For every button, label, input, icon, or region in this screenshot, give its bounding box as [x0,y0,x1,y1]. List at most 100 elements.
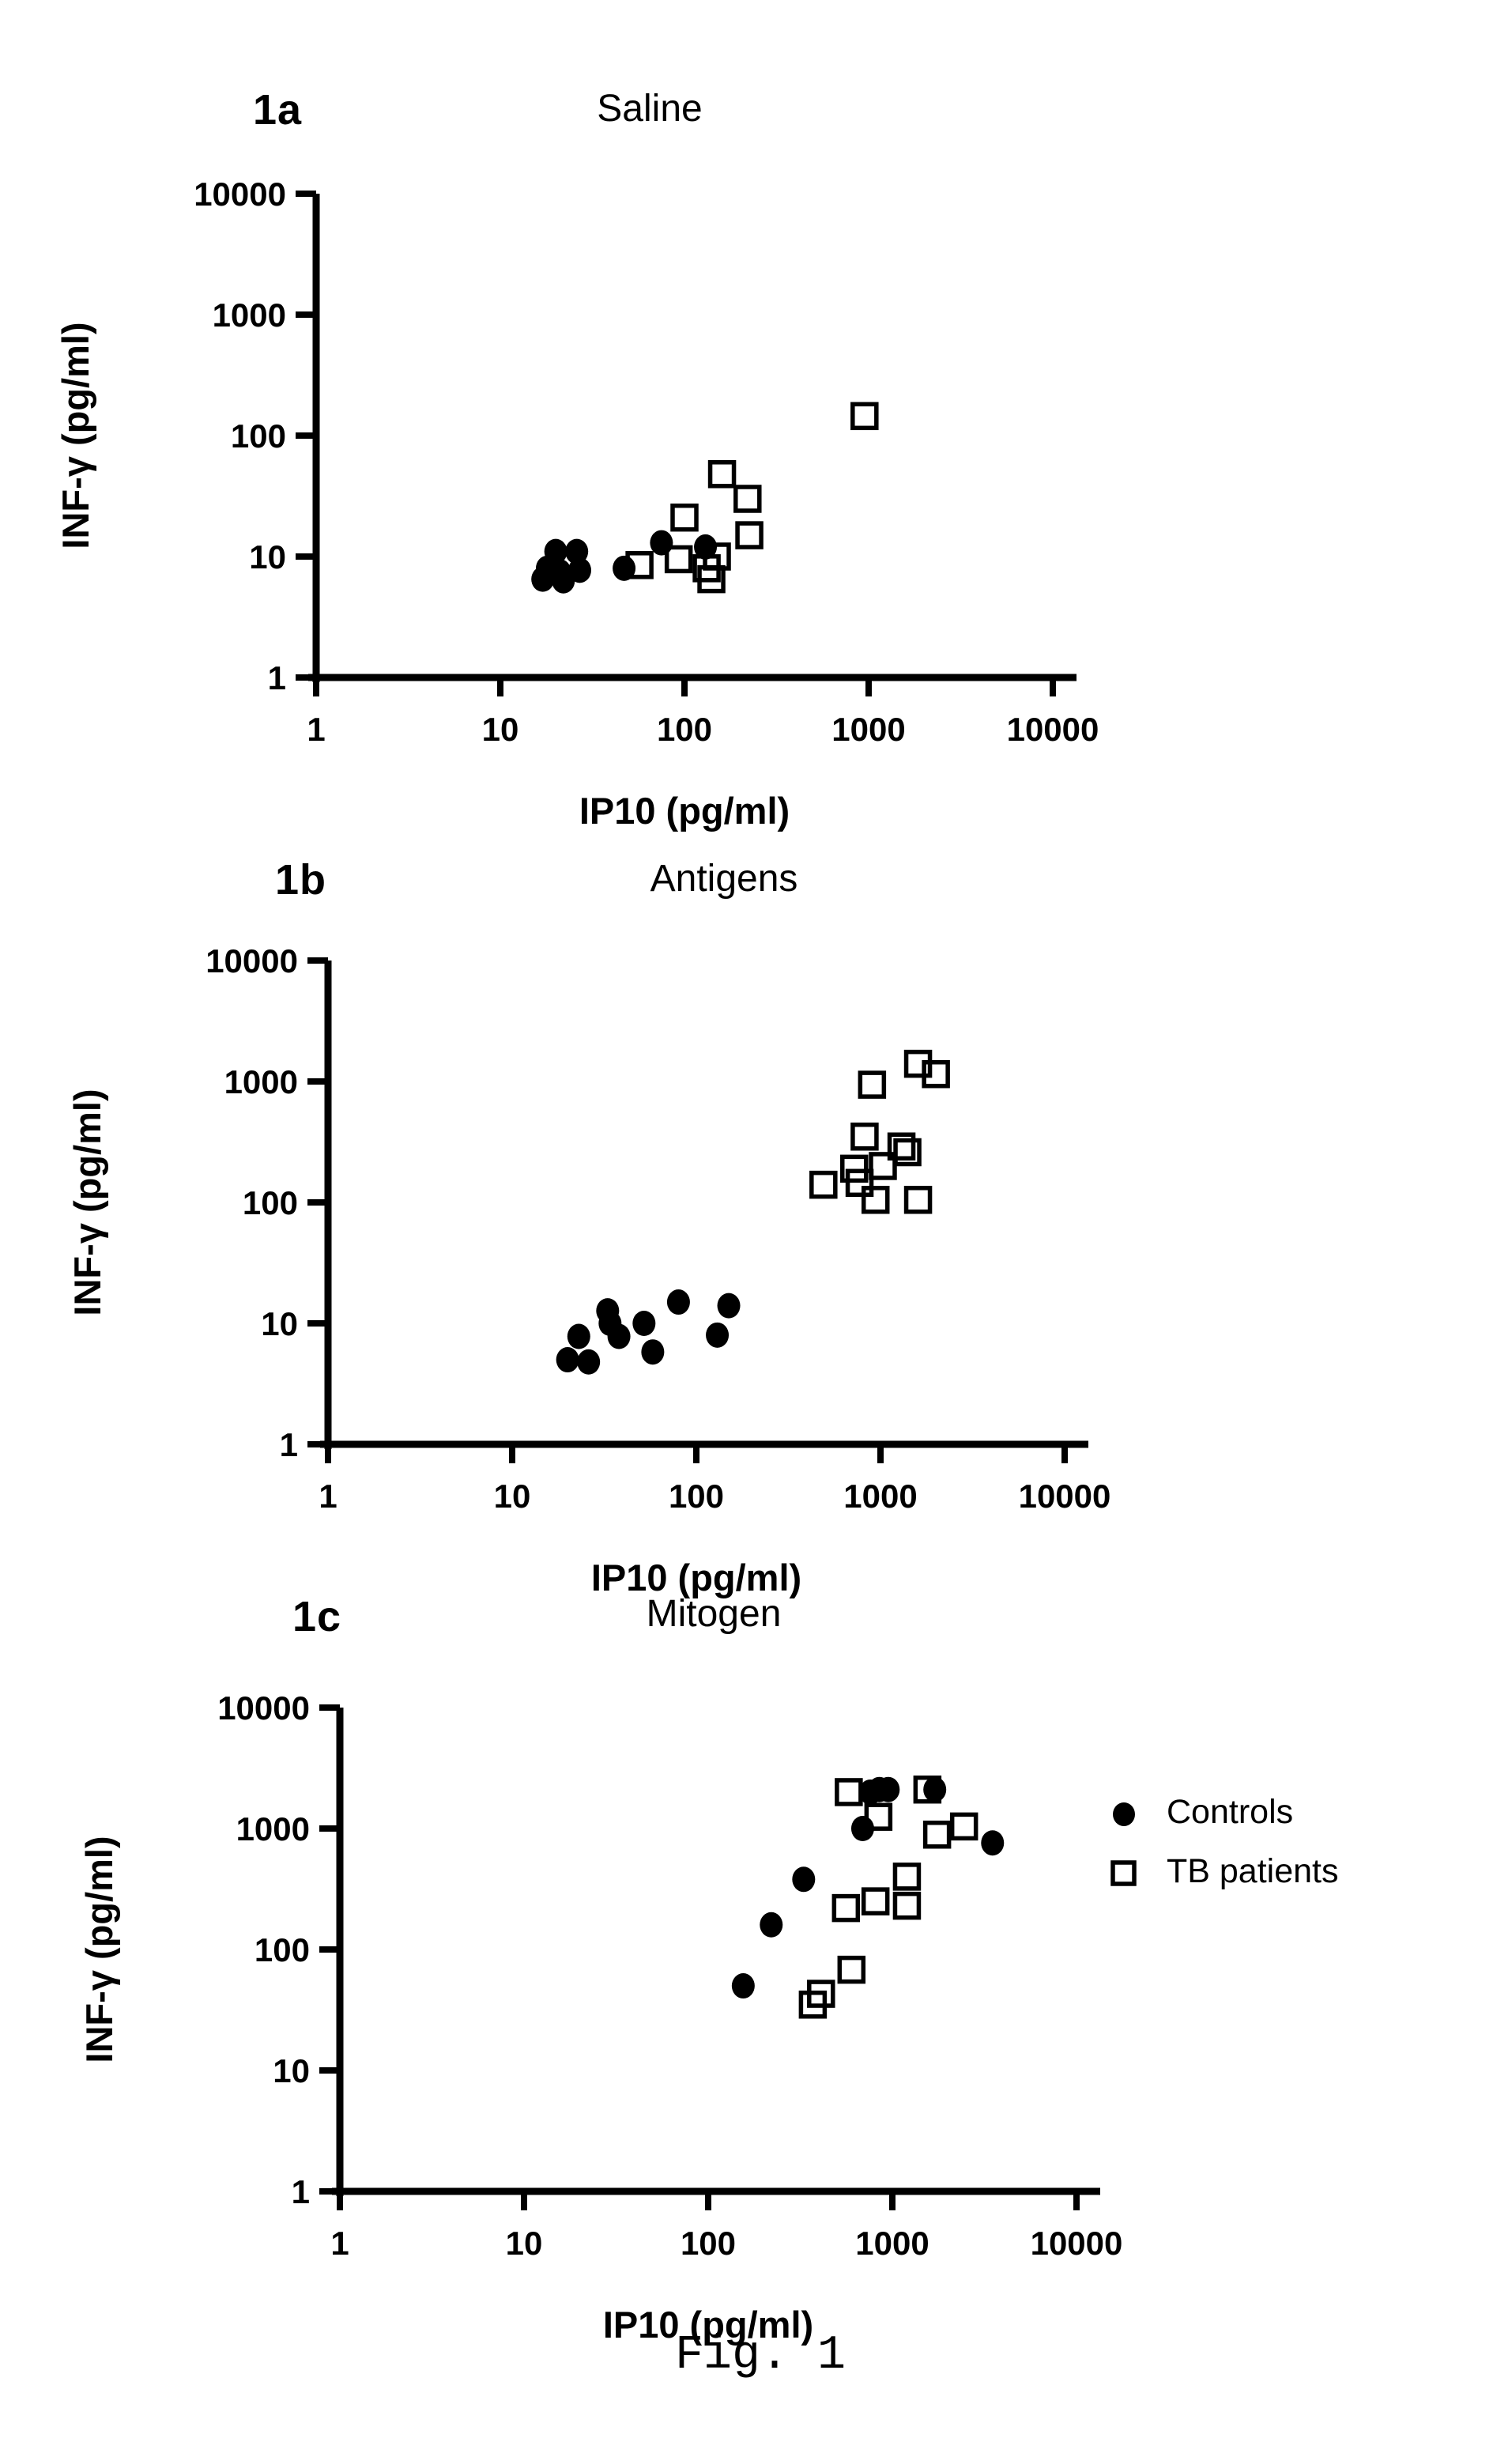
chart-title-mitogen: Mitogen [646,1593,782,1635]
data-point-controls [632,1311,656,1336]
x-tick-label: 1 [330,2225,349,2262]
y-tick-label: 10000 [194,176,286,213]
data-point-tb-patient [835,1778,863,1806]
panel-label-1a: 1a [253,86,303,134]
legend-label-tb-patients: TB patients [1167,1852,1339,1890]
x-tick-label: 100 [669,1478,724,1515]
y-tick-label: 100 [231,417,286,455]
data-point-tb-patient [707,460,737,489]
data-point-controls [613,555,636,581]
data-point-controls [650,530,673,556]
legend: Controls TB patients [1105,1793,1339,1891]
y-tick-label: 1 [292,2173,310,2210]
y-axis-label: INF-γ (pg/ml) [79,1836,120,2063]
data-point-controls [556,1347,579,1373]
data-point-controls [760,1912,783,1938]
y-tick-label: 1000 [213,296,286,334]
chart-title-saline: Saline [597,88,703,130]
data-point-controls [641,1339,665,1365]
x-tick-label: 10 [482,711,519,748]
x-tick-label: 100 [657,711,712,748]
x-axis-label: IP10 (pg/ml) [603,2304,813,2346]
y-tick-label: 10 [273,2052,310,2089]
data-point-tb-patient [861,1887,890,1915]
y-tick-label: 10000 [217,1689,310,1727]
data-point-tb-patient [735,521,764,549]
legend-item-tb-patients: TB patients [1105,1852,1339,1891]
data-point-controls [717,1293,741,1319]
chart-title-antigens: Antigens [650,858,798,900]
data-point-tb-patient [850,402,879,431]
data-point-controls [792,1866,816,1893]
data-point-tb-patient [893,1138,922,1167]
data-point-controls [666,1289,690,1315]
data-point-tb-patient [664,545,693,574]
data-point-controls [877,1776,900,1802]
x-tick-label: 1000 [843,1478,917,1515]
data-point-tb-patient [922,1059,950,1089]
data-point-controls [565,538,589,564]
scatter-plot-saline: 1 10 100 1000 10000 10000 1000 100 10 1 IP10 (pg/m… [55,176,1099,832]
data-point-tb-patient [892,1891,922,1920]
data-point-controls [694,534,718,560]
x-tick-label: 10 [494,1478,531,1515]
y-tick-label: 1 [280,1426,298,1463]
y-tick-label: 10 [249,538,286,576]
legend-label-controls: Controls [1167,1793,1294,1831]
data-point-tb-patient [670,503,699,532]
data-point-controls [568,557,592,583]
data-point-tb-patient [922,1820,952,1849]
data-point-controls [981,1830,1005,1856]
data-point-controls [607,1323,631,1349]
data-point-tb-patient [733,485,762,513]
figure-caption: Fig. 1 [674,2329,846,2383]
data-point-tb-patient [845,1168,874,1198]
panel-label-1b: 1b [275,856,327,904]
x-tick-label: 10000 [1019,1478,1111,1515]
y-tick-label: 1000 [224,1063,298,1100]
data-point-controls [706,1322,730,1348]
data-point-tb-patient [840,1154,869,1183]
panel-label-1c: 1c [292,1593,342,1640]
x-axis-label: IP10 (pg/ml) [591,1557,801,1598]
x-tick-label: 10000 [1007,711,1099,748]
scatter-plot-mitogen: 1 10 100 1000 10000 10000 1000 100 10 1 IP10 (pg/m… [79,1689,1123,2346]
data-point-tb-patient [887,1132,916,1161]
x-tick-label: 1 [307,711,325,748]
data-point-tb-patient [837,1955,866,1984]
data-point-controls [923,1776,947,1802]
data-point-controls [577,1349,601,1375]
x-tick-label: 1 [319,1478,337,1515]
x-tick-label: 1000 [855,2225,929,2262]
data-point-tb-patient [949,1812,978,1841]
data-point-tb-patient [831,1893,861,1923]
scatter-plot-antigens: 1 10 100 1000 10000 10000 1000 100 10 1 IP10 (pg/m… [67,942,1111,1598]
y-tick-label: 10000 [205,942,298,979]
x-tick-label: 10000 [1031,2225,1123,2262]
data-point-controls [731,1973,755,1999]
data-point-tb-patient [850,1123,879,1151]
y-axis-label: INF-γ (pg/ml) [67,1089,108,1315]
y-tick-label: 1000 [236,1810,310,1847]
data-point-tb-patient [903,1186,933,1214]
data-point-controls [850,1816,874,1841]
y-tick-label: 100 [243,1184,298,1221]
x-axis-label: IP10 (pg/ml) [579,790,790,832]
data-point-tb-patient [807,1980,835,2008]
data-point-tb-patient [858,1070,887,1099]
open-square-icon [1110,1859,1137,1886]
y-tick-label: 10 [261,1305,298,1342]
data-point-controls [544,538,567,564]
x-tick-label: 100 [681,2225,736,2262]
y-tick-label: 1 [268,659,286,696]
y-axis-label: INF-γ (pg/ml) [55,322,96,549]
y-tick-label: 100 [255,1931,310,1968]
data-point-tb-patient [861,1186,890,1214]
data-point-tb-patient [809,1170,838,1199]
x-tick-label: 1000 [831,711,905,748]
data-point-tb-patient [892,1863,922,1891]
legend-item-controls: Controls [1105,1793,1339,1832]
data-point-controls [567,1323,590,1349]
filled-circle-icon [1113,1802,1135,1826]
x-tick-label: 10 [506,2225,543,2262]
